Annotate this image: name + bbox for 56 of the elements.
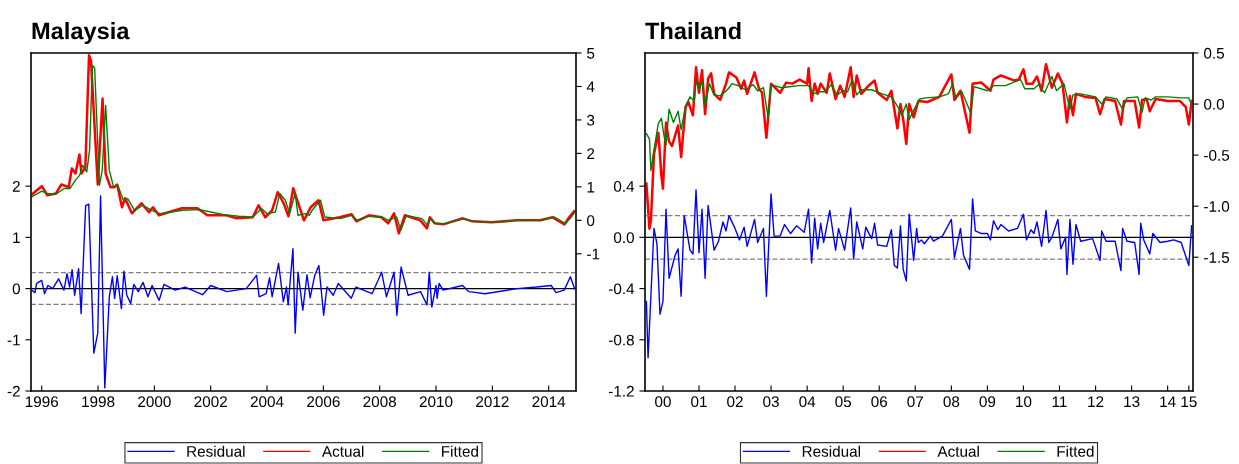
x-tick-label: 11 [1052,396,1067,407]
y-tick-label: -2 [7,385,20,397]
legend-label: Actual [321,445,364,457]
y2-tick-label: 1 [587,181,595,193]
y-tick-label: 2 [12,181,20,192]
x-tick-label: 00 [655,396,671,408]
legend-label: Fitted [1057,445,1094,457]
y-tick-label: -1 [7,334,20,346]
y2-tick-label: -1 [587,248,600,260]
y-tick-label: 0 [12,283,20,295]
x-tick-label: 15 [1181,396,1197,408]
x-tick-label: 03 [763,396,779,408]
x-tick-label: 04 [799,396,816,408]
x-tick-label: 2010 [419,396,453,408]
y2-tick-label: 5 [587,48,595,59]
y-tick-label: -0.8 [608,334,634,346]
legend-label: Actual [937,445,979,457]
x-tick-label: 10 [1016,396,1032,408]
x-tick-label: 09 [979,396,996,408]
x-tick-label: 2012 [476,396,509,408]
x-tick-label: 2000 [138,396,171,408]
x-tick-label: 13 [1124,396,1140,408]
x-tick-label: 2004 [250,396,284,408]
chart-title: Thailand [645,22,741,40]
y2-tick-label: -1.5 [1204,252,1230,263]
y2-tick-label: -1.0 [1204,201,1230,212]
x-tick-label: 1996 [25,396,59,408]
x-tick-label: 1998 [82,396,115,408]
x-tick-label: 06 [871,396,888,408]
legend-label: Residual [802,445,861,457]
x-tick-label: 07 [907,396,923,408]
y2-tick-label: 3 [587,114,595,126]
x-tick-label: 02 [727,396,743,408]
y2-tick-label: 0.0 [1204,98,1225,110]
x-tick-label: 14 [1160,396,1176,407]
x-tick-label: 12 [1088,396,1104,407]
y-tick-label: 0.4 [613,181,635,192]
x-tick-label: 2014 [532,396,566,408]
y-tick-label: 0.0 [613,232,634,244]
x-tick-label: 2002 [194,396,227,408]
x-tick-label: 08 [943,396,960,408]
chart-title: Malaysia [32,22,130,45]
x-tick-label: 05 [835,396,852,408]
y-tick-label: -1.2 [608,385,634,397]
x-tick-label: 01 [691,396,707,408]
y-tick-label: -0.4 [608,283,635,295]
legend-label: Fitted [442,445,478,457]
legend-label: Residual [187,445,245,457]
x-tick-label: 2006 [307,396,340,408]
x-tick-label: 2008 [363,396,397,408]
y2-tick-label: 2 [587,148,595,159]
y2-tick-label: 4 [586,81,595,92]
y2-tick-label: -0.5 [1204,149,1230,161]
y2-tick-label: 0.5 [1204,47,1225,59]
y2-tick-label: 0 [587,215,595,227]
y-tick-label: 1 [13,232,20,243]
